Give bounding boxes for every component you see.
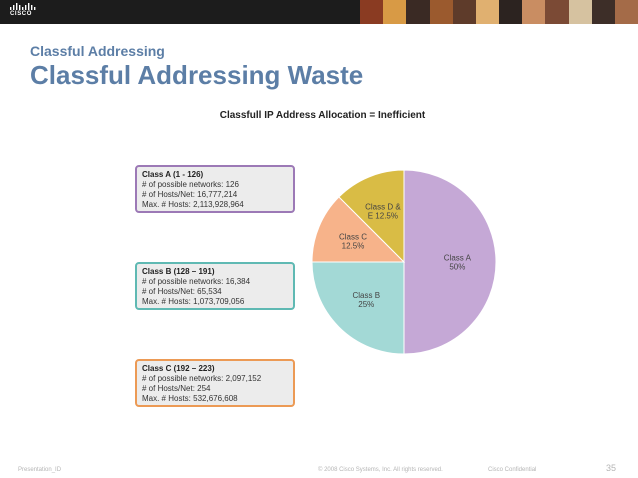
header-banner: CISCO: [0, 0, 638, 24]
pie-chart: Class A 50% Class B 25% Class C 12.5% Class D …: [311, 169, 497, 355]
pie-slice-class-d-e: [338, 169, 405, 264]
info-box-networks: # of possible networks: 2,097,152: [142, 374, 262, 383]
header-photo-tile: [499, 0, 523, 24]
pie-slice-class-b: [311, 261, 405, 355]
info-box-networks: # of possible networks: 16,384: [142, 277, 251, 286]
chart-title: Classfull IP Address Allocation = Ineffi…: [219, 110, 426, 121]
pie-slice-class-a: [403, 169, 497, 355]
pie-label-line: E 12.5%: [368, 212, 398, 221]
slide-subtitle: Classful Addressing: [30, 43, 165, 59]
info-box-max-hosts: Max. # Hosts: 532,676,608: [142, 394, 238, 403]
info-box-heading: Class A (1 - 126): [142, 170, 204, 179]
info-box-max-hosts: Max. # Hosts: 2,113,928,964: [142, 200, 244, 209]
info-box-class-b: Class B (128 – 191) # of possible networ…: [135, 262, 295, 310]
info-box-class-a: Class A (1 - 126) # of possible networks…: [135, 165, 295, 213]
info-box-heading: Class B (128 – 191): [142, 267, 215, 276]
header-photo-tile: [475, 0, 500, 24]
pie-label-class-a: Class A 50%: [444, 254, 472, 272]
pie-label-line: 25%: [358, 300, 374, 309]
pie-label-class-d-e: Class D & E 12.5%: [365, 203, 401, 221]
pie-label-line: Class B: [352, 291, 380, 300]
pie-slice-class-c: [311, 196, 406, 263]
header-photo-tile: [406, 0, 430, 24]
page-number: 35: [606, 463, 617, 473]
header-photo-tile: [614, 0, 638, 24]
info-box-networks: # of possible networks: 126: [142, 180, 239, 189]
info-box-hosts-per-net: # of Hosts/Net: 65,534: [142, 287, 222, 296]
header-photo-tile: [429, 0, 453, 24]
info-box-class-c: Class C (192 – 223) # of possible networ…: [135, 359, 295, 407]
pie-label-line: 12.5%: [342, 241, 365, 250]
pie-label-class-c: Class C 12.5%: [339, 232, 367, 250]
pie-label-line: Class D &: [365, 203, 401, 212]
pie-label-line: Class C: [339, 232, 367, 241]
header-photo-tile: [591, 0, 615, 24]
slide-title: Classful Addressing Waste: [30, 60, 364, 90]
footer-copyright: © 2008 Cisco Systems, Inc. All rights re…: [318, 467, 443, 473]
header-photo-tile: [522, 0, 546, 24]
pie-label-class-b: Class B 25%: [352, 291, 380, 309]
info-box-heading: Class C (192 – 223): [142, 364, 215, 373]
pie-label-line: 50%: [449, 263, 465, 272]
pie-label-line: Class A: [444, 254, 472, 263]
cisco-logo-icon: [10, 3, 36, 10]
header-photo-tile: [545, 0, 569, 24]
header-photo-tile: [383, 0, 407, 24]
footer-confidential: Cisco Confidential: [488, 467, 537, 473]
header-photo-tile: [568, 0, 592, 24]
header-photo-strip: [360, 0, 638, 24]
info-box-hosts-per-net: # of Hosts/Net: 16,777,214: [142, 190, 238, 199]
logo-wordmark: CISCO: [10, 11, 33, 17]
header-photo-tile: [360, 0, 384, 24]
info-box-max-hosts: Max. # Hosts: 1,073,709,056: [142, 297, 245, 306]
header-photo-tile: [452, 0, 476, 24]
footer-presentation-id: Presentation_ID: [18, 467, 62, 473]
info-box-hosts-per-net: # of Hosts/Net: 254: [142, 384, 211, 393]
